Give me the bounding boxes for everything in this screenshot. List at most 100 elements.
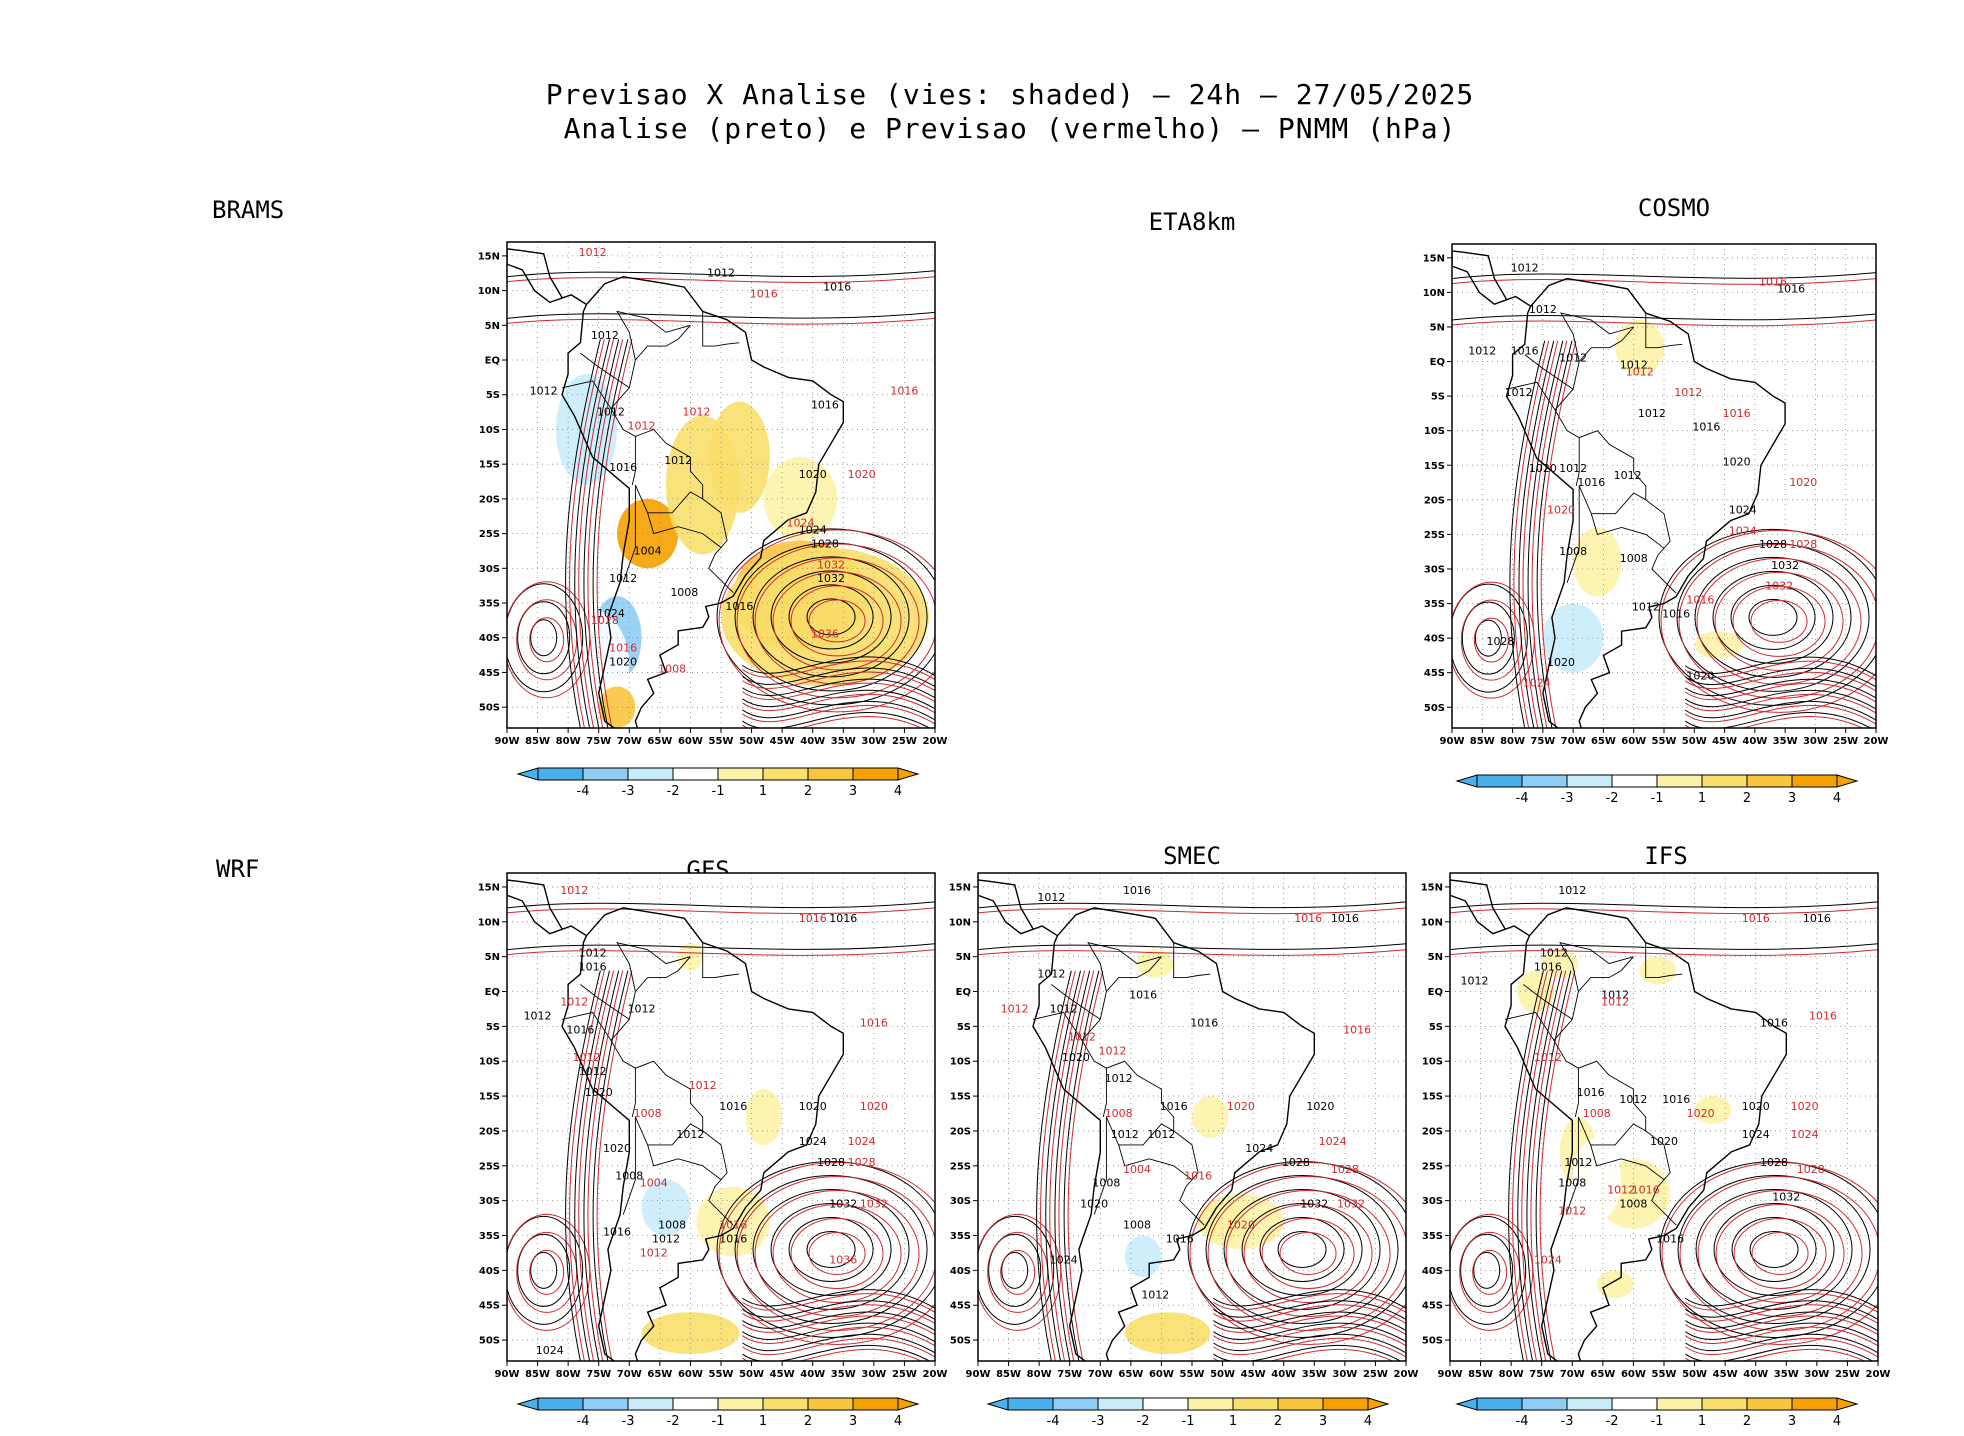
lat-tick-label: EQ [1428,987,1443,998]
lon-tick-label: 90W [966,1369,991,1380]
lon-tick-label: 60W [1149,1369,1174,1380]
colorbar-swatch-0 [537,1397,584,1411]
colorbar-arrow-right [1367,1397,1390,1411]
isobar-label-forecast-1: 1016 [750,288,778,301]
isobar-forecast-south [1684,716,1864,728]
isobar-forecast-zonal-1 [978,949,1406,956]
lon-tick-label: 65W [647,1369,672,1380]
isobar-forecast-south [742,682,935,703]
isobar-forecast-west [1040,970,1076,1361]
lat-tick-label: 5N [485,321,500,332]
lon-tick-label: 25W [892,736,917,747]
country-border-6 [616,942,691,992]
colorbar-arrow-right [897,1397,920,1411]
lat-tick-label: 20S [950,1126,971,1137]
isobar-label-analysis-9: 1016 [1160,1100,1188,1113]
colorbar-label-3: -1 [1651,1414,1664,1429]
map-background [1450,873,1878,1361]
isobar-forecast-west [569,339,605,728]
isobar-label-analysis-20: 1012 [1632,600,1660,613]
lat-tick-label: 20S [479,1126,500,1137]
isobar-analysis-west [1036,970,1072,1361]
colorbar-swatch-2 [1566,1397,1613,1411]
colorbar-label-5: 2 [1274,1414,1282,1429]
country-border-8 [561,380,612,409]
isobar-label-analysis-22: 1028 [1486,635,1514,648]
isobar-label-forecast-11: 1028 [591,614,619,627]
isobar-forecast-west [596,970,633,1361]
colorbar-swatch-7 [1322,1397,1369,1411]
isobar-forecast-west [578,970,615,1361]
isobar-forecast-high [772,1203,902,1303]
isobar-label-analysis-7: 1020 [585,1086,613,1099]
isobar-forecast-west [1540,340,1577,728]
isobar-analysis-high [734,542,928,692]
isobar-label-analysis-9: 1024 [799,524,827,537]
isobar-label-analysis-15: 1008 [1092,1177,1120,1190]
lat-tick-label: 30S [479,1196,500,1207]
colorbar-label-6: 3 [1788,1414,1796,1429]
isobar-forecast-west [1539,970,1576,1361]
country-border-7 [702,311,740,347]
isobar-label-analysis-15: 1024 [1729,504,1757,517]
colorbar-label-3: -1 [712,1414,725,1429]
bias-area-6 [1192,1096,1229,1138]
isobar-analysis-west [1054,970,1091,1361]
isobar-forecast-west [596,339,633,728]
isobar-forecast-zonal-0 [978,907,1406,915]
lon-tick-label: 35W [831,1369,856,1380]
isobar-forecast-south [1213,1326,1406,1347]
map-content: 1012101610161012101210161016102010121016… [978,873,1406,1361]
isobar-label-analysis-10: 1020 [1529,462,1557,475]
lat-tick-label: 25S [1422,1161,1443,1172]
isobar-label-analysis-8: 1016 [719,1100,747,1113]
isobar-analysis-west [565,339,601,728]
lat-tick-label: 10N [1423,288,1445,299]
isobar-forecast-high [1279,1231,1337,1275]
lon-tick-label: 90W [495,1369,520,1380]
isobar-forecast-south [1685,1293,1878,1313]
bias-area-5 [1542,603,1604,673]
isobar-forecast-south [1685,1337,1878,1358]
isobar-analysis-south [1685,1311,1878,1331]
isobar-forecast-south [1684,671,1876,692]
isobar-label-analysis-2: 1012 [1540,947,1568,960]
isobar-label-forecast-5: 1020 [848,468,876,481]
lon-tick-label: 75W [1529,1369,1554,1380]
isobar-label-forecast-1: 1012 [1626,365,1654,378]
isobar-forecast-high [718,1161,935,1345]
country-border-4 [1565,1117,1579,1215]
isobar-forecast-high [1715,1203,1845,1303]
isobar-analysis-pacific [507,1215,584,1325]
colorbar-label-2: -2 [1606,1414,1619,1429]
lat-tick-label: EQ [485,356,500,367]
lon-tick-label: 35W [1773,736,1798,747]
lat-tick-label: 5S [957,1022,971,1033]
country-border-4 [1093,1117,1107,1215]
isobar-forecast-west [1531,340,1568,728]
lat-tick-label: 15N [1423,253,1445,264]
isobar-label-analysis-10: 1020 [1742,1100,1770,1113]
lat-tick-label: 45S [1422,1301,1443,1312]
lat-tick-label: 40S [1422,1266,1443,1277]
country-border-0 [610,325,734,593]
isobar-analysis-south [1685,1300,1878,1320]
bias-area-2 [598,1117,660,1257]
isobar-label-analysis-14: 1008 [1558,1177,1586,1190]
isobar-analysis-west [583,339,620,728]
lon-tick-label: 85W [1470,736,1495,747]
isobar-label-forecast-11: 1024 [1534,1253,1562,1266]
lon-tick-label: 45W [1712,736,1737,747]
isobar-label-forecast-8: 1032 [1765,580,1793,593]
colorbar-label-0: -4 [577,784,590,799]
country-border-8 [1506,381,1556,411]
isobar-analysis-high [1187,1160,1406,1338]
isobar-forecast-zonal-0 [1450,907,1878,915]
colorbar-label-2: -2 [667,1414,680,1429]
isobar-analysis-high [1677,1174,1871,1324]
lon-tick-label: 20W [1866,1369,1891,1380]
coastline-south-america [1505,277,1786,728]
isobar-label-analysis-4: 1012 [1050,1002,1078,1015]
isobar-analysis-south [742,667,935,688]
